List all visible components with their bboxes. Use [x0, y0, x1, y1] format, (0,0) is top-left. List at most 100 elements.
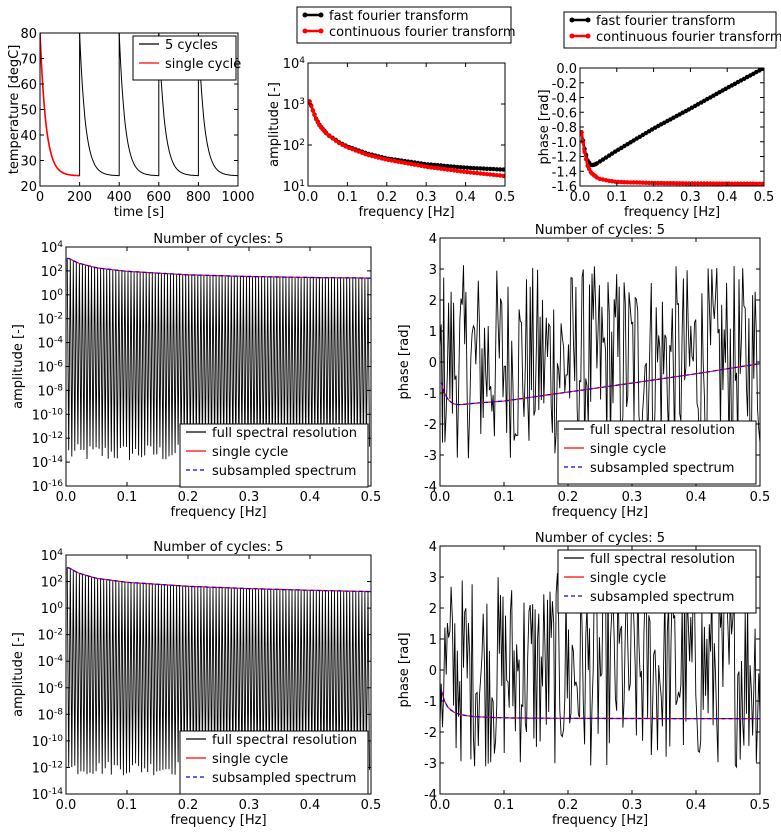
y-tick-label: 70	[20, 53, 37, 68]
x-axis-label: frequency [Hz]	[358, 205, 454, 220]
series-point-1-108	[484, 172, 490, 177]
y-tick-label: 100	[41, 288, 64, 304]
series-point-0-102	[474, 166, 480, 171]
x-axis-label: frequency [Hz]	[552, 813, 648, 828]
y-tick-label: 0.0	[556, 62, 577, 77]
y-tick-label: 80	[20, 27, 37, 42]
chart-p2: 0.0 0.1 0.2 0.3 0.4 0.5 101 102 103 104 frequency …	[267, 6, 516, 220]
series-point-1-110	[748, 181, 753, 186]
series-point-1-32	[359, 150, 365, 155]
series-point-1-88	[451, 168, 457, 173]
series-point-0-98	[468, 165, 473, 171]
x-tick-label: 0.5	[750, 490, 771, 505]
chart-title: Number of cycles: 5	[153, 540, 283, 555]
y-tick-label: 3	[429, 571, 437, 586]
series-point-1-74	[428, 165, 434, 170]
y-tick-label: -2	[424, 418, 437, 433]
series-point-1-116	[757, 181, 762, 186]
series-point-1-116	[497, 173, 503, 178]
y-tick-label: 103	[283, 97, 305, 113]
x-tick-label: 0.2	[376, 190, 397, 205]
series-point-1-104	[738, 181, 744, 186]
legend-marker-0	[318, 12, 324, 18]
y-tick-label: 10-8	[37, 383, 63, 399]
series-point-1-114	[754, 181, 759, 186]
series-line-1	[580, 132, 764, 186]
legend-box	[132, 35, 237, 81]
y-tick-label: 10-12	[32, 431, 63, 447]
series-point-1-62	[409, 161, 414, 167]
y-tick-label: 10-16	[32, 479, 64, 495]
series-point-1-82	[705, 181, 710, 186]
y-tick-label: -3	[424, 757, 437, 772]
series-point-1-0	[308, 99, 312, 104]
series-point-1-100	[471, 170, 476, 175]
legend: full spectral resolution single cycle subs…	[179, 730, 369, 795]
series-line-subsampled	[67, 566, 371, 593]
series-point-1-110	[488, 172, 493, 177]
series-point-1-24	[346, 145, 352, 151]
series-line-subsampled	[67, 257, 371, 279]
y-tick-label: 10-2	[37, 312, 63, 328]
x-tick-label: 0.4	[686, 490, 707, 505]
series-line-full	[66, 567, 370, 776]
y-tick-label: -0.2	[552, 77, 577, 92]
y-tick-label: -0.8	[552, 121, 577, 136]
legend-label-0: full spectral resolution	[590, 552, 735, 567]
chart-title: Number of cycles: 5	[535, 531, 665, 546]
series-point-0-104	[478, 166, 483, 171]
y-tick-label: -0.4	[552, 92, 577, 107]
x-tick-label: 0.3	[622, 490, 643, 505]
y-tick-label: 3	[429, 263, 437, 278]
y-axis-label: phase [rad]	[397, 632, 412, 707]
series-point-1-102	[474, 170, 480, 176]
series-point-0-82	[442, 163, 447, 168]
series-point-1-38	[369, 153, 375, 159]
series-line-subsampled	[440, 363, 760, 406]
legend-label-0: full spectral resolution	[590, 423, 735, 438]
y-tick-label: 10-14	[32, 787, 64, 803]
y-tick-label: 104	[41, 548, 64, 564]
y-tick-label: 0	[429, 664, 437, 679]
x-tick-label: 0.3	[680, 190, 701, 205]
legend-label-1: single cycle	[165, 57, 241, 72]
series-point-0-80	[438, 163, 444, 168]
x-tick-label: 0	[36, 190, 44, 205]
chart-title: Number of cycles: 5	[535, 223, 665, 238]
series-point-1-14	[330, 136, 335, 141]
series-point-1-28	[622, 180, 627, 185]
x-tick-label: 0.0	[56, 490, 77, 505]
x-tick-label: 0.4	[686, 798, 707, 813]
legend-marker-0	[569, 17, 575, 23]
series-point-1-64	[412, 162, 417, 167]
series-line-full	[440, 573, 760, 769]
y-tick-label: -1	[424, 695, 437, 710]
x-tick-label: 0.1	[337, 190, 358, 205]
y-tick-label: -1	[424, 387, 437, 402]
legend-box	[179, 730, 369, 795]
series-point-1-52	[392, 158, 398, 164]
y-tick-label: 4	[429, 540, 437, 555]
x-tick-label: 0.5	[361, 798, 382, 813]
plot-area	[40, 33, 238, 177]
y-tick-label: 0	[429, 356, 437, 371]
y-tick-label: 1	[429, 633, 437, 648]
x-tick-label: 0.1	[117, 490, 138, 505]
legend-marker-1	[302, 28, 308, 34]
series-point-0-118	[760, 68, 764, 71]
series-point-1-50	[389, 158, 394, 163]
legend-label-1: continuous fourier transform	[596, 30, 781, 45]
chart-p6: 0.0 0.1 0.2 0.3 0.4 0.5 10-14 10-12 10-10 10-8 10-…	[11, 540, 381, 828]
legend-marker-0	[302, 12, 308, 18]
legend-box	[557, 549, 757, 614]
y-tick-label: -1.0	[552, 136, 577, 151]
legend-label-1: single cycle	[590, 442, 666, 457]
series-line-0	[308, 101, 505, 171]
series-point-1-90	[455, 168, 460, 174]
series-point-1-16	[333, 138, 339, 143]
series-point-1-104	[478, 171, 483, 176]
x-tick-label: 0.2	[558, 798, 579, 813]
series-point-0-90	[455, 164, 460, 170]
